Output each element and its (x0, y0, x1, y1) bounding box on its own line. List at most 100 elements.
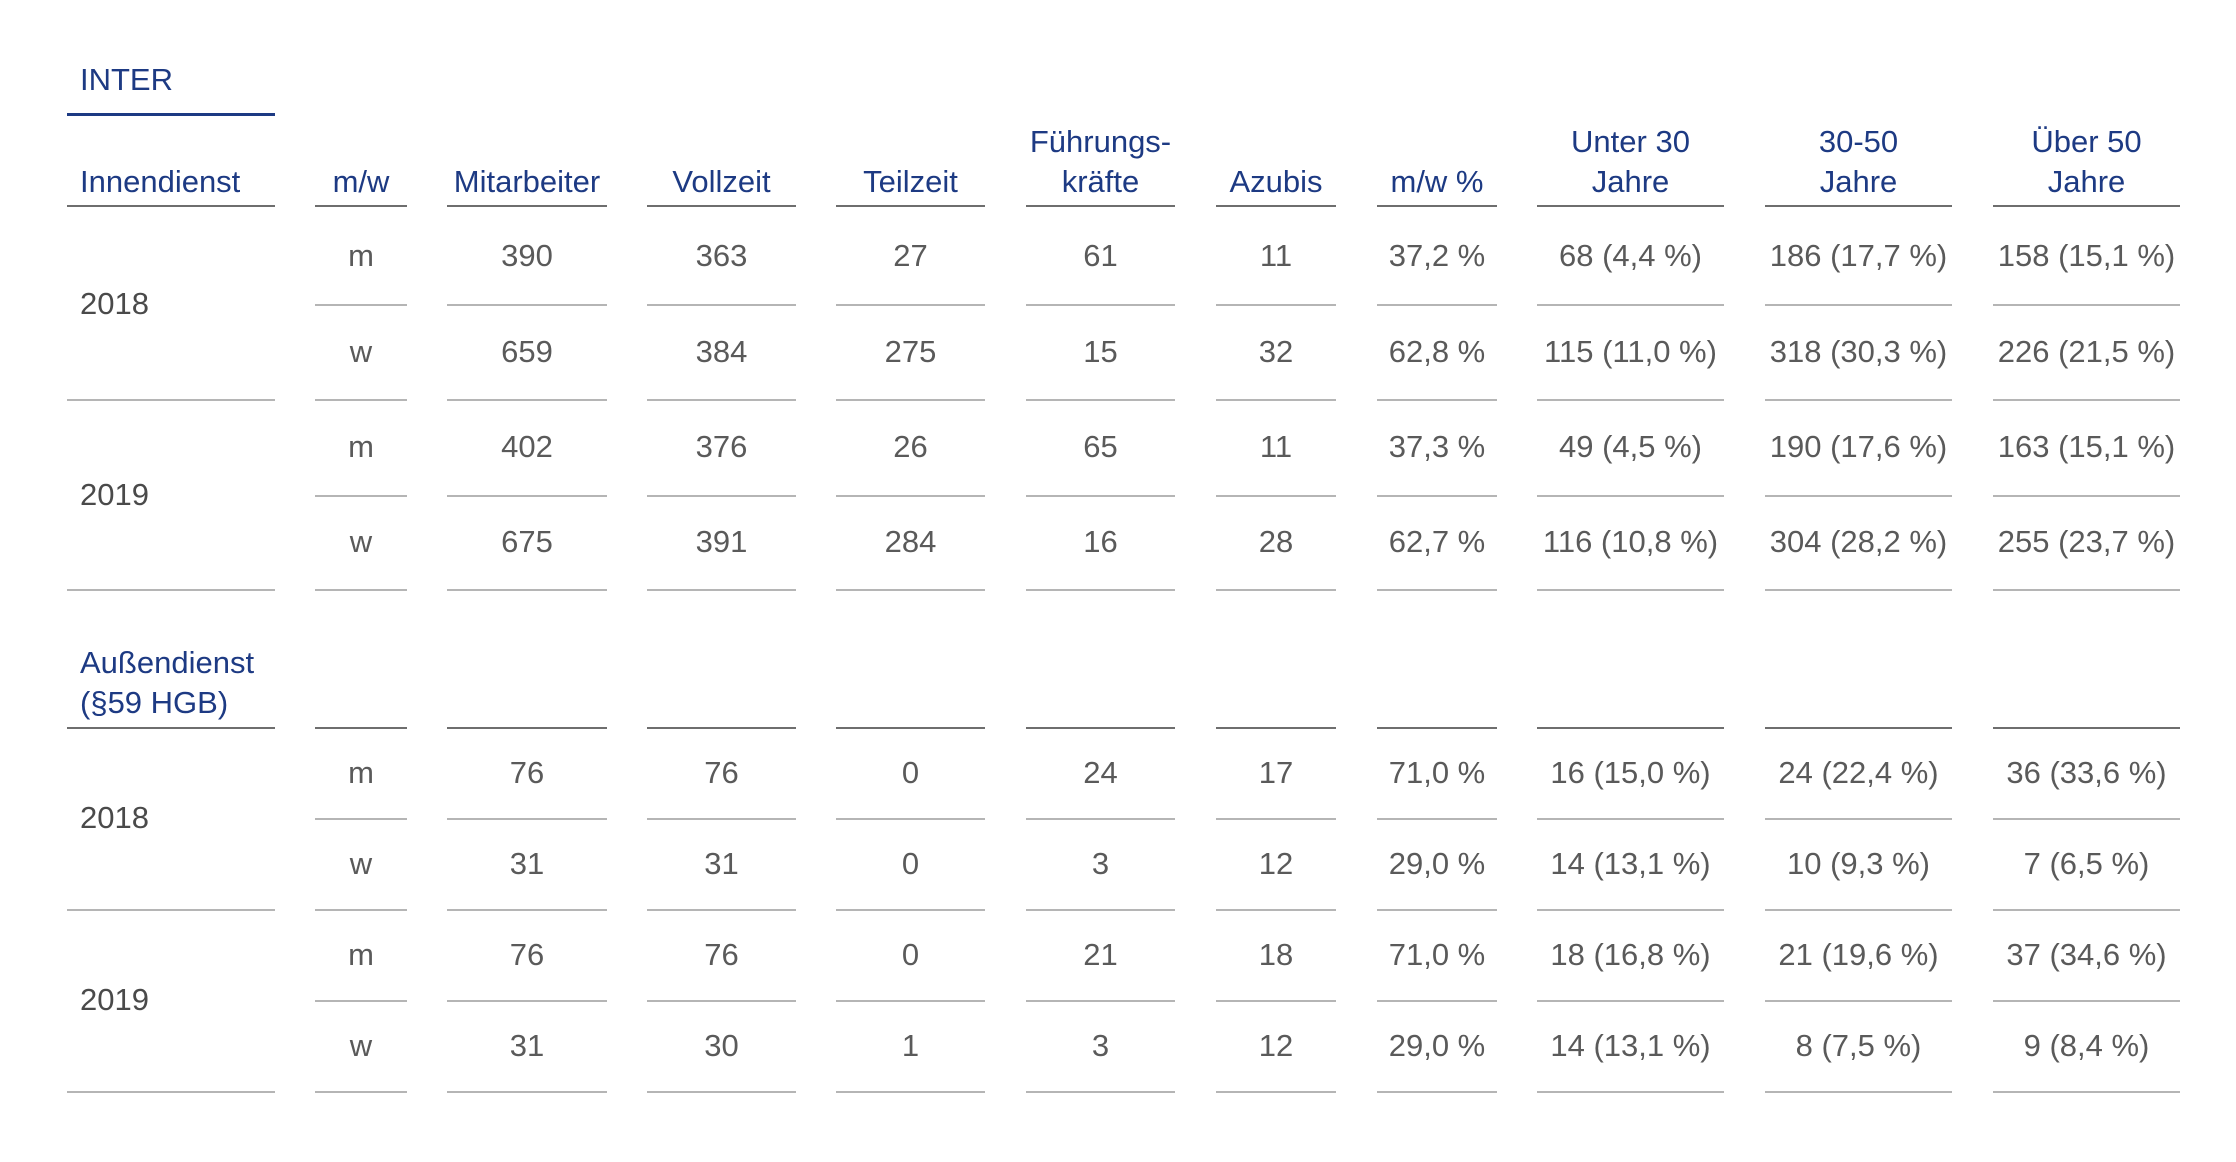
row-divider (1377, 1000, 1497, 1002)
table-cell: 37,2 % (1388, 238, 1486, 273)
header-innendienst: Innendienst (80, 164, 241, 199)
table-cell: 0 (901, 937, 920, 972)
row-divider (1026, 399, 1175, 401)
row-divider (1765, 589, 1952, 591)
table-cell: 0 (901, 846, 920, 881)
year-label: 2018 (80, 286, 149, 321)
row-divider (647, 205, 796, 207)
row-divider (67, 727, 275, 729)
row-divider (836, 495, 985, 497)
row-divider (1993, 1091, 2180, 1093)
table-cell: 62,8 % (1388, 334, 1486, 369)
gender-cell: m (348, 429, 374, 464)
row-divider (836, 909, 985, 911)
table-cell: 36 (33,6 %) (2006, 755, 2167, 790)
header-mw: m/w (332, 164, 390, 199)
table-cell: 28 (1258, 524, 1294, 559)
table-cell: 76 (704, 937, 739, 972)
table-cell: 390 (501, 238, 553, 273)
table-cell: 16 (15,0 %) (1550, 755, 1711, 790)
header-mitarbeiter: Mitarbeiter (453, 164, 601, 199)
row-divider (1993, 399, 2180, 401)
row-divider (1765, 727, 1952, 729)
row-divider (647, 727, 796, 729)
table-cell: 659 (501, 334, 553, 369)
row-divider (647, 909, 796, 911)
table-cell: 226 (21,5 %) (1997, 334, 2176, 369)
row-divider (1216, 304, 1336, 306)
row-divider (1026, 1091, 1175, 1093)
table-cell: 37 (34,6 %) (2006, 937, 2167, 972)
row-divider (1765, 1091, 1952, 1093)
row-divider (315, 589, 407, 591)
row-divider (836, 727, 985, 729)
row-divider (1216, 205, 1336, 207)
row-divider (1216, 727, 1336, 729)
row-divider (447, 909, 607, 911)
row-divider (1026, 818, 1175, 820)
row-divider (447, 205, 607, 207)
table-cell: 32 (1258, 334, 1294, 369)
row-divider (1537, 304, 1724, 306)
row-divider (1216, 818, 1336, 820)
row-divider (647, 818, 796, 820)
row-divider (1377, 399, 1497, 401)
table-cell: 76 (509, 937, 545, 972)
row-divider (1377, 589, 1497, 591)
row-divider (1993, 909, 2180, 911)
row-divider (1026, 304, 1175, 306)
row-divider (1026, 1000, 1175, 1002)
table-cell: 18 (1258, 937, 1294, 972)
table-title: INTER (80, 62, 173, 97)
table-cell: 18 (16,8 %) (1550, 937, 1711, 972)
gender-cell: w (349, 524, 373, 559)
row-divider (447, 1091, 607, 1093)
title-underline (67, 113, 275, 116)
row-divider (1377, 727, 1497, 729)
table-cell: 304 (28,2 %) (1769, 524, 1948, 559)
table-cell: 190 (17,6 %) (1769, 429, 1948, 464)
table-cell: 31 (509, 1028, 545, 1063)
gender-cell: w (349, 334, 373, 369)
row-divider (315, 818, 407, 820)
row-divider (1765, 818, 1952, 820)
table-cell: 275 (884, 334, 937, 369)
table-cell: 24 (1083, 755, 1118, 790)
row-divider (1993, 1000, 2180, 1002)
table-cell: 26 (893, 429, 928, 464)
row-divider (67, 1091, 275, 1093)
table-cell: 61 (1083, 238, 1118, 273)
header-unter-30-line2: Jahre (1591, 164, 1670, 199)
row-divider (1216, 909, 1336, 911)
table-cell: 115 (11,0 %) (1544, 334, 1717, 369)
table-cell: 1 (901, 1028, 920, 1063)
table-cell: 11 (1259, 238, 1293, 273)
table-cell: 14 (13,1 %) (1550, 846, 1711, 881)
table-cell: 76 (704, 755, 739, 790)
table-cell: 17 (1258, 755, 1294, 790)
table-cell: 29,0 % (1388, 846, 1486, 881)
row-divider (1537, 205, 1724, 207)
header-fuehrungskraefte-line1: Führungs- (1029, 124, 1172, 159)
row-divider (647, 495, 796, 497)
row-divider (447, 399, 607, 401)
year-label: 2019 (80, 982, 149, 1017)
table-cell: 255 (23,7 %) (1997, 524, 2176, 559)
row-divider (647, 1091, 796, 1093)
row-divider (1765, 304, 1952, 306)
header-fuehrungskraefte-line2: kräfte (1061, 164, 1140, 199)
section-aussendienst-line2: (§59 HGB) (80, 685, 229, 720)
row-divider (447, 304, 607, 306)
row-divider (1216, 1091, 1336, 1093)
header-unter-30-line1: Unter 30 (1571, 124, 1690, 159)
row-divider (1537, 589, 1724, 591)
row-divider (647, 589, 796, 591)
row-divider (647, 304, 796, 306)
table-cell: 402 (501, 429, 553, 464)
row-divider (647, 399, 796, 401)
table-cell: 76 (509, 755, 545, 790)
table-cell: 37,3 % (1388, 429, 1486, 464)
row-divider (1993, 304, 2180, 306)
year-label: 2018 (80, 800, 149, 835)
row-divider (315, 205, 407, 207)
